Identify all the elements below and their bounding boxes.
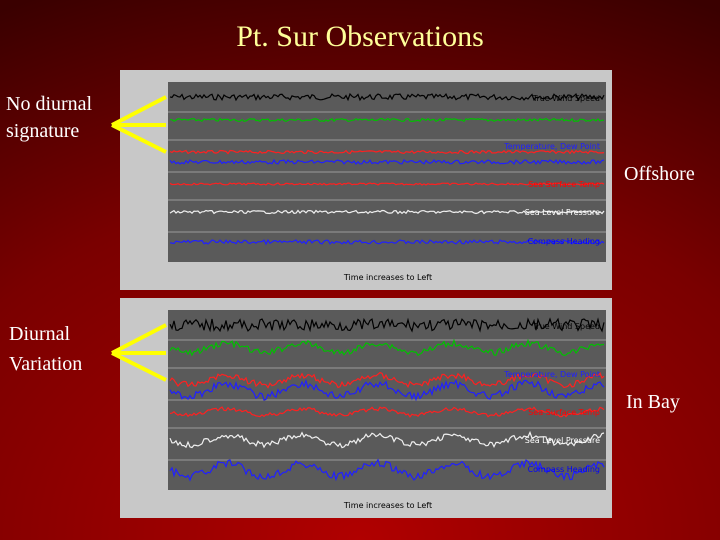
plot-legend: Compass Heading: [528, 237, 600, 246]
plot-line: [169, 338, 605, 357]
plot-line: [169, 430, 605, 449]
plot-line: [169, 92, 605, 102]
plot-footer: Time increases to Left: [343, 273, 432, 282]
plot-legend: Sea Surface Temp: [528, 408, 600, 417]
plot-legend: Compass Heading: [528, 465, 600, 474]
arrow: [111, 351, 167, 382]
arrow: [111, 95, 167, 127]
label: In Bay: [626, 391, 680, 413]
label: Variation: [9, 353, 82, 375]
label: signature: [6, 120, 79, 142]
plot-line: [169, 158, 605, 166]
plot-line: [169, 458, 605, 482]
plot-line: [169, 378, 605, 402]
slide-title: Pt. Sur Observations: [236, 20, 484, 53]
label: No diurnal: [6, 93, 93, 115]
arrow: [111, 123, 167, 154]
plot-legend: True Wind Speed: [532, 322, 600, 331]
plot-line: [169, 317, 605, 333]
plots: True Wind Speed Temperature, Dew Point Sea…: [111, 70, 612, 518]
plot-legend: Sea Level Pressure: [525, 436, 600, 445]
plot-legend: Sea Level Pressure: [525, 208, 600, 217]
arrow: [111, 323, 167, 355]
plot-line: [169, 406, 605, 418]
plot-legend: True Wind Speed: [532, 94, 600, 103]
plot-line: [169, 209, 605, 215]
plot-line: [169, 149, 605, 155]
plot-line: [169, 182, 605, 186]
plot-line: [169, 371, 605, 389]
label: Offshore: [624, 163, 695, 185]
plot-line: [169, 117, 605, 123]
plot-legend: Temperature, Dew Point: [503, 142, 600, 151]
plot-footer: Time increases to Left: [343, 501, 432, 510]
plot-line: [169, 238, 605, 246]
label: Diurnal: [9, 323, 71, 345]
plot-legend: Sea Surface Temp: [528, 180, 600, 189]
plot-legend: Temperature, Dew Point: [503, 370, 600, 379]
